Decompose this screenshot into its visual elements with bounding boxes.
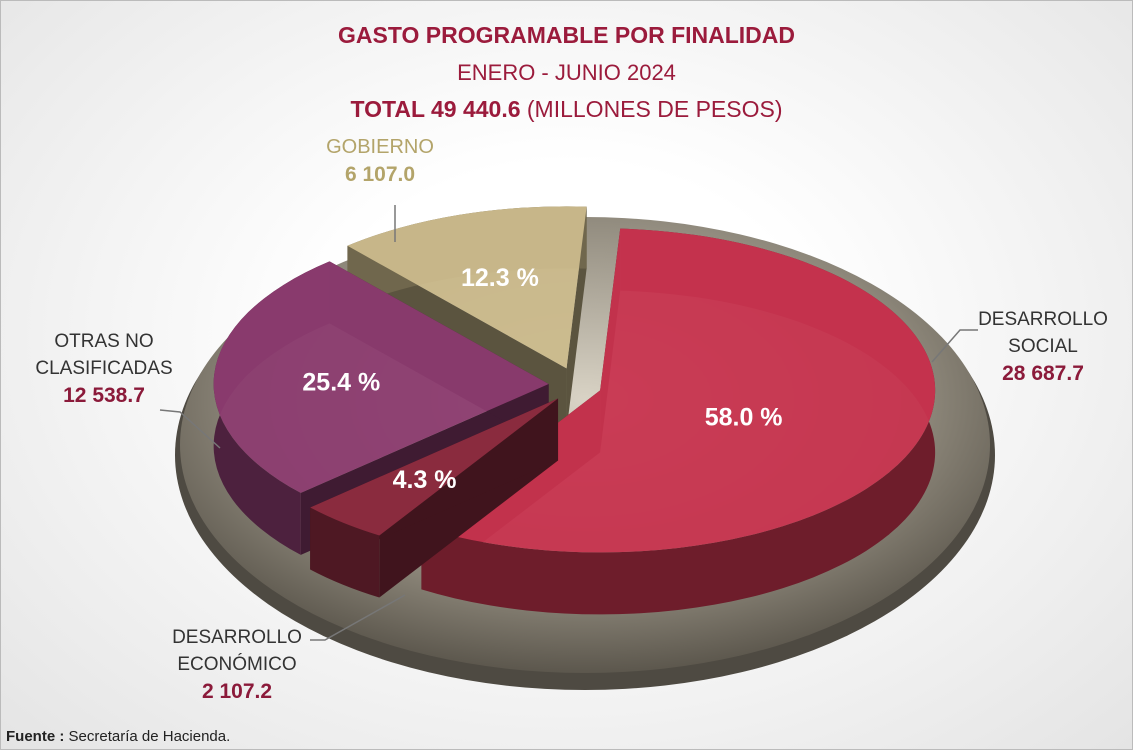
category-label: GOBIERNO 6 107.0 <box>305 134 455 188</box>
amount-label: 2 107.2 <box>201 680 273 703</box>
value-label: 25.4 % <box>302 369 380 397</box>
value-label: 12.3 % <box>461 264 539 292</box>
slice <box>213 261 549 493</box>
unit-label: (MILLONES DE PESOS) <box>526 96 783 122</box>
category-name: DESARROLLO ECONÓMICO <box>172 627 302 675</box>
category-name: GOBIERNO <box>326 136 434 158</box>
value-label: 4.3 % <box>393 466 457 494</box>
leader-line <box>931 329 978 363</box>
chart-subtitle: ENERO - JUNIO 2024 <box>457 60 676 85</box>
leader-line <box>310 594 406 641</box>
category-label: DESARROLLO ECONÓMICO 2 107.2 <box>162 624 312 705</box>
slice-side <box>421 228 936 615</box>
source-note: Fuente : Secretaría de Hacienda. <box>6 728 230 745</box>
category-label: DESARROLLO SOCIAL 28 687.7 <box>963 306 1123 387</box>
category-name: OTRAS NO CLASIFICADAS <box>35 331 173 379</box>
total-line: TOTAL 49 440.6 (MILLONES DE PESOS) <box>0 96 1133 123</box>
pie: 58.0 % 4.3 % 25.4 % 12.3 % <box>213 206 936 615</box>
category-label: OTRAS NO CLASIFICADAS 12 538.7 <box>29 328 179 409</box>
slice <box>421 228 936 553</box>
source-label: Fuente : <box>6 728 65 745</box>
total-label: TOTAL 49 440.6 <box>350 96 521 122</box>
source-text: Secretaría de Hacienda. <box>68 728 231 745</box>
amount-label: 12 538.7 <box>63 384 145 407</box>
leader-line <box>159 409 221 449</box>
slice-side <box>310 507 380 598</box>
amount-label: 28 687.7 <box>1002 362 1084 385</box>
category-name: DESARROLLO SOCIAL <box>978 309 1108 357</box>
slice <box>310 398 559 536</box>
value-label: 58.0 % <box>705 403 783 431</box>
slice <box>347 206 587 369</box>
chart-title: GASTO PROGRAMABLE POR FINALIDAD <box>337 22 796 48</box>
leader-lines <box>159 205 978 641</box>
amount-label: 6 107.0 <box>344 163 416 186</box>
